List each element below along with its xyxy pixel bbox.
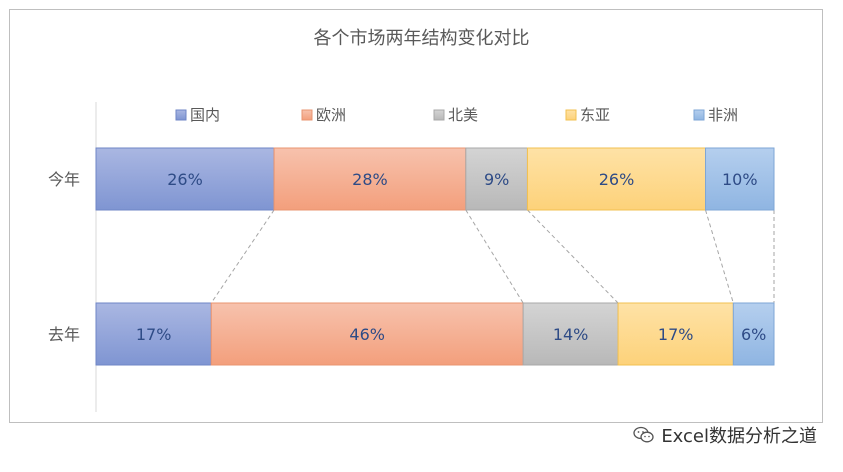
watermark: Excel数据分析之道 [633,422,817,448]
data-label: 10% [722,170,758,189]
connector-line [705,209,734,304]
legend-label: 欧洲 [316,106,346,124]
legend: 国内 欧洲 北美 东亚 非洲 [175,106,738,124]
bar-1-4 [732,302,775,366]
connector-lines [210,209,775,304]
bar-0-4 [705,147,775,211]
legend-swatch [175,109,187,121]
data-label: 14% [553,325,589,344]
data-label: 28% [352,170,388,189]
bar-1-1 [210,302,524,366]
legend-label: 国内 [190,106,220,124]
legend-label: 北美 [448,106,478,124]
legend-swatch [433,109,445,121]
legend-swatch [565,109,577,121]
connector-line [465,209,524,304]
legend-item: 国内 [175,106,220,124]
wechat-icon [633,426,655,444]
category-label: 去年 [48,325,80,344]
legend-swatch [301,109,313,121]
legend-label: 非洲 [708,106,738,124]
bars: 26% 28% 9% 26% 10% 17% 46% 14% 17% 6% [95,147,775,366]
bar-1-0 [95,302,212,366]
bar-0-2 [465,147,528,211]
data-label: 17% [136,325,172,344]
data-label: 46% [349,325,385,344]
chart-title: 各个市场两年结构变化对比 [313,28,530,49]
data-label: 26% [599,170,635,189]
connector-line [527,209,619,304]
data-label: 26% [167,170,203,189]
connector-line [210,209,275,304]
category-label: 今年 [48,170,80,189]
data-label: 17% [658,325,694,344]
data-label: 6% [741,325,766,344]
legend-item: 北美 [433,106,478,124]
legend-item: 东亚 [565,106,610,124]
bar-1-2 [522,302,619,366]
legend-label: 东亚 [580,106,610,124]
legend-item: 欧洲 [301,106,346,124]
data-label: 9% [484,170,509,189]
legend-swatch [693,109,705,121]
bar-0-1 [273,147,467,211]
bar-0-3 [526,147,707,211]
watermark-text: Excel数据分析之道 [661,426,817,447]
legend-item: 非洲 [693,106,738,124]
